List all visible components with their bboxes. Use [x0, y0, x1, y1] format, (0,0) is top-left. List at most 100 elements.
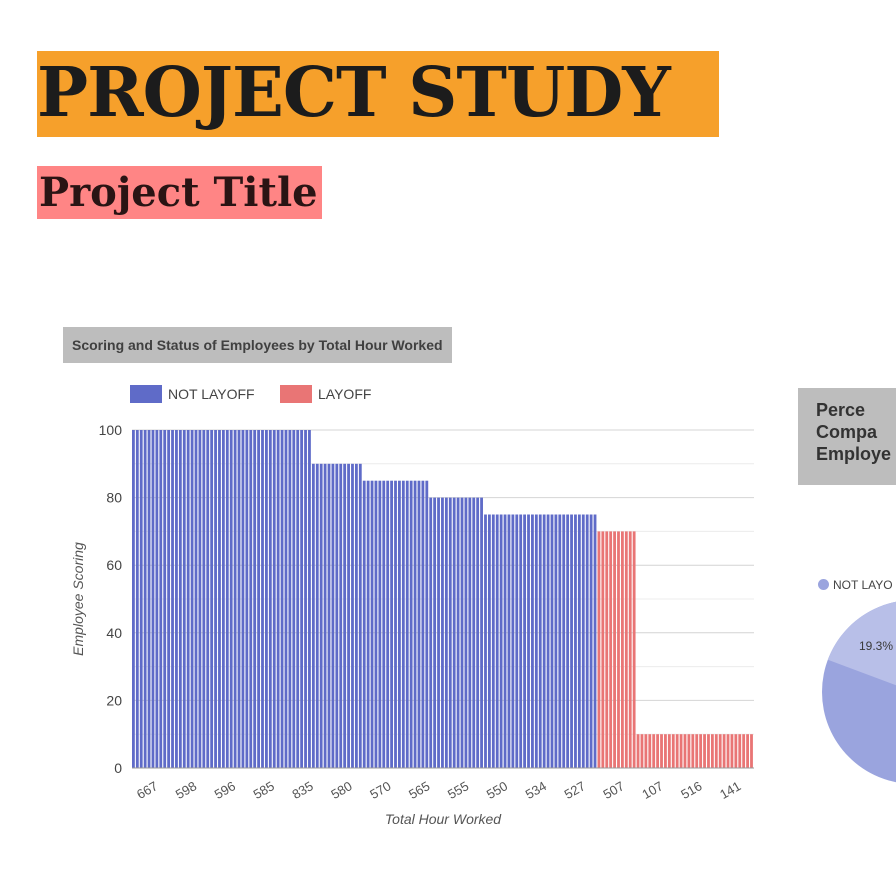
bar-not-layoff — [159, 430, 163, 768]
bar-not-layoff — [268, 430, 272, 768]
bar-not-layoff — [229, 430, 233, 768]
pie-legend-label: NOT LAYO — [833, 578, 893, 592]
bar-not-layoff — [214, 430, 217, 768]
bar-not-layoff — [499, 514, 503, 768]
bar-not-layoff — [495, 514, 499, 768]
y-tick-label: 40 — [106, 625, 122, 641]
bar-not-layoff — [178, 430, 182, 768]
bar-layoff — [620, 531, 624, 768]
bar-not-layoff — [272, 430, 276, 768]
bar-not-layoff — [171, 430, 174, 768]
bar-not-layoff — [593, 514, 597, 768]
bar-layoff — [691, 734, 695, 768]
bar-not-layoff — [343, 463, 347, 768]
bar-not-layoff — [468, 497, 472, 768]
bar-not-layoff — [194, 430, 198, 768]
bar-layoff — [601, 531, 605, 768]
bar-not-layoff — [456, 497, 460, 768]
bar-not-layoff — [429, 497, 433, 768]
bar-not-layoff — [151, 430, 155, 768]
bar-not-layoff — [143, 430, 147, 768]
bar-not-layoff — [382, 480, 386, 768]
bar-not-layoff — [460, 497, 464, 768]
bar-layoff — [722, 734, 726, 768]
bar-layoff — [679, 734, 683, 768]
legend-swatch-1 — [130, 385, 162, 403]
bar-not-layoff — [577, 514, 581, 768]
y-tick-label: 0 — [114, 760, 122, 776]
bar-not-layoff — [487, 514, 491, 768]
bar-not-layoff — [319, 463, 323, 768]
x-tick-label: 555 — [445, 778, 471, 802]
bar-not-layoff — [347, 463, 350, 768]
bar-layoff — [707, 734, 710, 768]
bar-not-layoff — [362, 480, 366, 768]
bar-not-layoff — [304, 430, 307, 768]
bar-not-layoff — [538, 514, 542, 768]
bar-not-layoff — [394, 480, 397, 768]
pie-slice-layoff — [827, 601, 896, 686]
bar-not-layoff — [296, 430, 300, 768]
bar-layoff — [609, 531, 613, 768]
y-tick-label: 80 — [106, 490, 122, 506]
bar-not-layoff — [339, 463, 343, 768]
bar-not-layoff — [570, 514, 573, 768]
bar-not-layoff — [589, 514, 593, 768]
bar-not-layoff — [354, 463, 358, 768]
x-tick-label: 667 — [134, 778, 160, 802]
bar-layoff — [699, 734, 703, 768]
bar-layoff — [734, 734, 738, 768]
bar-not-layoff — [409, 480, 413, 768]
bar-not-layoff — [421, 480, 425, 768]
bar-chart-title: Scoring and Status of Employees by Total… — [63, 327, 452, 363]
bar-not-layoff — [221, 430, 225, 768]
bar-not-layoff — [386, 480, 390, 768]
x-tick-label: 585 — [251, 778, 277, 802]
bar-not-layoff — [190, 430, 194, 768]
y-tick-label: 60 — [106, 557, 122, 573]
bar-not-layoff — [558, 514, 562, 768]
bar-layoff — [746, 734, 749, 768]
bar-not-layoff — [480, 497, 483, 768]
bar-not-layoff — [175, 430, 178, 768]
bar-not-layoff — [132, 430, 135, 768]
pie-title-line-3: Employe — [816, 444, 892, 464]
bar-not-layoff — [366, 480, 370, 768]
bar-not-layoff — [237, 430, 241, 768]
bar-not-layoff — [491, 514, 495, 768]
bar-layoff — [664, 734, 667, 768]
bar-layoff — [726, 734, 730, 768]
x-tick-label: 598 — [173, 778, 199, 802]
bar-layoff — [671, 734, 675, 768]
bar-not-layoff — [444, 497, 448, 768]
bar-layoff — [718, 734, 722, 768]
bar-not-layoff — [542, 514, 546, 768]
title-highlight — [37, 51, 719, 137]
bar-not-layoff — [546, 514, 550, 768]
bar-not-layoff — [511, 514, 515, 768]
bar-not-layoff — [417, 480, 421, 768]
pie-title-line-2: Compa — [816, 422, 878, 442]
bar-layoff — [695, 734, 699, 768]
bar-not-layoff — [280, 430, 284, 768]
bar-layoff — [730, 734, 734, 768]
bar-not-layoff — [147, 430, 151, 768]
bar-not-layoff — [390, 480, 394, 768]
bar-layoff — [710, 734, 714, 768]
bar-not-layoff — [206, 430, 210, 768]
bar-not-layoff — [484, 514, 487, 768]
bar-layoff — [742, 734, 746, 768]
page-title: PROJECT STUDY — [37, 53, 671, 133]
pie-chart: 19.3% — [822, 601, 896, 783]
y-tick-label: 100 — [99, 422, 123, 438]
bar-not-layoff — [351, 463, 354, 768]
x-tick-label: 596 — [212, 778, 238, 802]
bar-not-layoff — [401, 480, 405, 768]
x-tick-label: 516 — [678, 778, 704, 802]
bar-layoff — [632, 531, 636, 768]
bar-layoff — [613, 531, 616, 768]
bar-layoff — [687, 734, 691, 768]
x-tick-label: 570 — [367, 778, 393, 802]
bar-layoff — [738, 734, 742, 768]
bar-not-layoff — [554, 514, 558, 768]
